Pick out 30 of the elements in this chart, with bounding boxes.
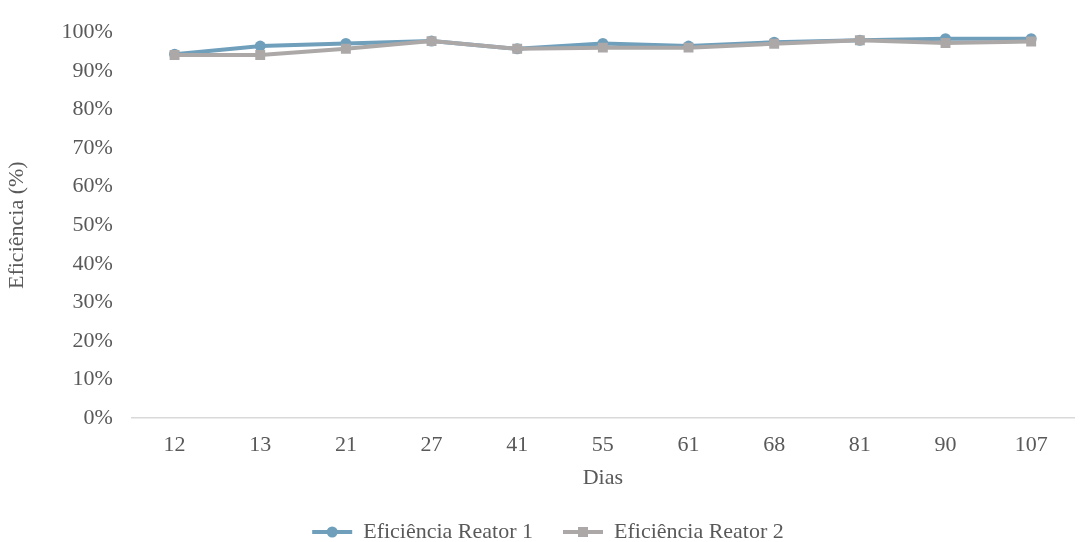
y-tick-label: 70% (72, 133, 113, 159)
x-tick-label: 90 (934, 431, 957, 457)
point (255, 50, 266, 60)
x-tick-label: 13 (249, 431, 272, 457)
y-axis-title: Eficiência (%) (2, 161, 28, 290)
legend-label: Eficiência Reator 1 (363, 517, 534, 542)
x-tick-label: 107 (1014, 431, 1048, 457)
y-tick-label: 0% (83, 403, 113, 429)
y-tick-label: 20% (72, 326, 113, 352)
y-tick-label: 40% (72, 249, 113, 275)
point (597, 42, 608, 53)
y-tick-label: 60% (72, 172, 113, 198)
point (940, 38, 951, 48)
legend-label: Eficiência Reator 2 (614, 517, 784, 542)
x-tick-label: 81 (848, 431, 871, 457)
y-tick-label: 100% (61, 17, 113, 43)
y-tick-label: 10% (72, 365, 113, 391)
y-tick-label: 90% (72, 56, 113, 82)
x-tick-label: 27 (420, 431, 443, 457)
y-tick-label: 80% (72, 95, 113, 121)
x-tick-label: 55 (591, 431, 614, 457)
x-tick-label: 12 (163, 431, 186, 457)
x-axis-title: Dias (582, 463, 624, 489)
x-tick-label: 61 (677, 431, 700, 457)
x-tick-label: 41 (506, 431, 529, 457)
y-tick-label: 30% (72, 288, 113, 314)
y-tick-label: 50% (72, 210, 113, 236)
x-tick-label: 21 (334, 431, 357, 457)
x-tick-label: 68 (763, 431, 786, 457)
point (340, 43, 351, 54)
